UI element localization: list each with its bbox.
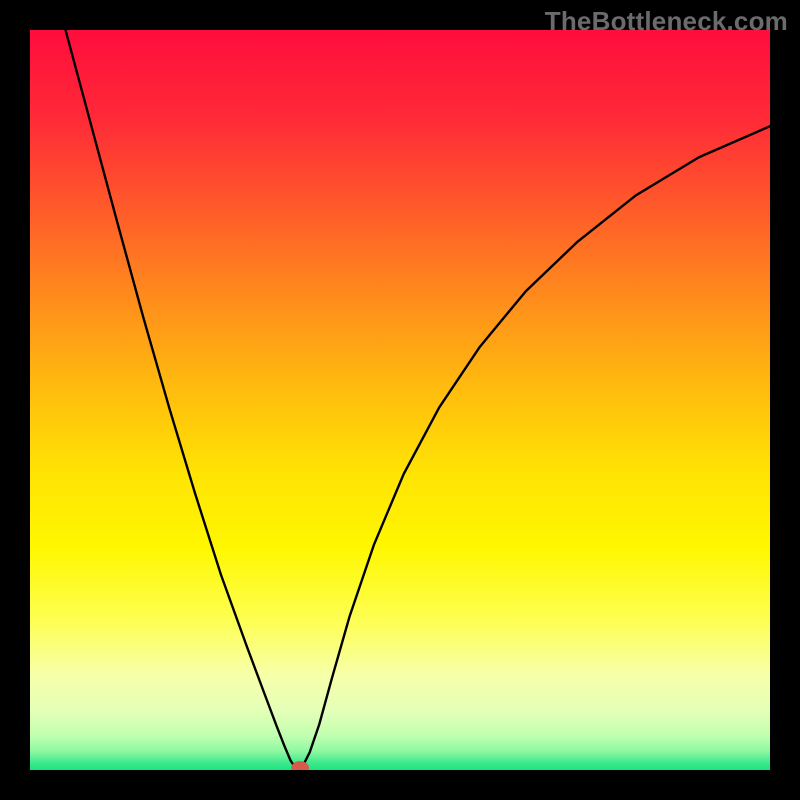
gradient-background <box>30 30 770 770</box>
plot-area <box>30 30 770 770</box>
watermark-label: TheBottleneck.com <box>545 6 788 37</box>
plot-svg <box>30 30 770 770</box>
chart-frame: TheBottleneck.com <box>0 0 800 800</box>
